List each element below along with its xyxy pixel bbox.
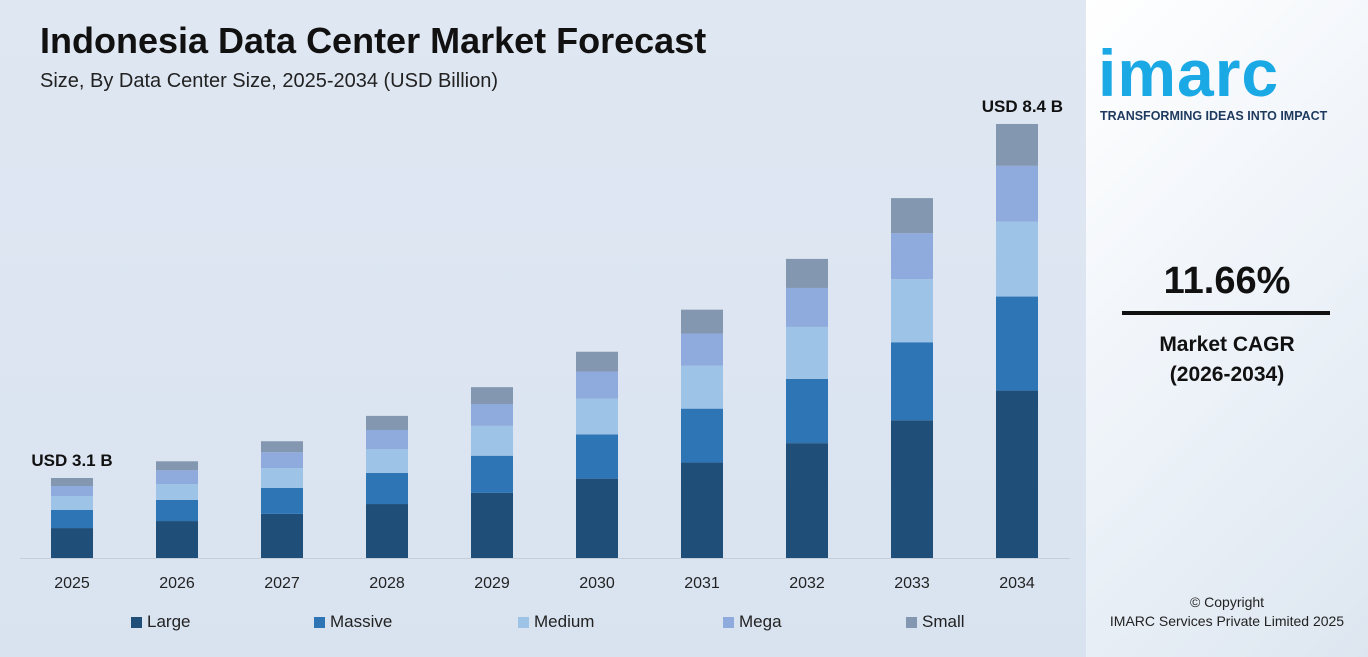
bar-large-2032 [786,443,828,558]
legend-swatch [723,616,734,628]
x-tick-label: 2026 [159,575,195,592]
bar-large-2028 [366,504,408,558]
bar-large-2027 [261,513,303,558]
bar-medium-2027 [261,468,303,488]
bar-mega-2030 [576,371,618,399]
bar-medium-2025 [51,496,93,510]
bar-large-2029 [471,492,513,558]
bar-massive-2034 [996,296,1038,391]
bar-small-2025 [51,478,93,486]
bar-mega-2028 [366,429,408,450]
bar-small-2027 [261,441,303,453]
legend-swatch [314,616,325,628]
x-tick-label: 2032 [789,575,825,592]
x-tick-label: 2029 [474,575,510,592]
bar-small-2034 [996,123,1038,166]
bar-mega-2034 [996,165,1038,222]
divider [1122,311,1330,315]
x-tick-label: 2033 [894,575,930,592]
bar-small-2032 [786,258,828,288]
bar-small-2031 [681,309,723,334]
bar-small-2026 [156,461,198,471]
bar-mega-2026 [156,470,198,485]
bar-medium-2026 [156,484,198,500]
legend-swatch [518,616,529,628]
legend-swatch [131,616,142,628]
bar-large-2030 [576,478,618,558]
legend-label: Medium [534,612,595,631]
legend-item-small: Small [906,612,965,632]
bar-small-2030 [576,351,618,372]
bar-massive-2025 [51,510,93,529]
bar-mega-2025 [51,486,93,497]
cagr-value: 11.66% [1163,260,1291,302]
bar-medium-2032 [786,326,828,379]
bar-medium-2030 [576,398,618,435]
bar-medium-2034 [996,221,1038,297]
total-label-2034: USD 8.4 B [982,97,1063,116]
bar-small-2033 [891,198,933,234]
legend-swatch [906,616,917,628]
legend-label: Mega [739,612,782,631]
bar-small-2029 [471,387,513,405]
bar-mega-2033 [891,233,933,280]
bar-mega-2029 [471,404,513,426]
chart-title: Indonesia Data Center Market Forecast [40,20,707,61]
bar-massive-2027 [261,487,303,514]
legend: Large Massive Medium Mega Small [0,612,1086,634]
copyright-line2: IMARC Services Private Limited 2025 [1109,613,1345,629]
bar-massive-2028 [366,473,408,505]
x-tick-label: 2027 [264,575,300,592]
x-tick-label: 2028 [369,575,405,592]
bar-massive-2032 [786,378,828,444]
info-panel [1086,0,1368,657]
x-tick-label: 2030 [579,575,615,592]
x-tick-label: 2031 [684,575,720,592]
brand-tagline: TRANSFORMING IDEAS INTO IMPACT [1100,109,1328,123]
x-tick-label: 2025 [54,575,90,592]
bar-mega-2027 [261,452,303,469]
legend-item-mega: Mega [723,612,782,632]
bar-mega-2031 [681,333,723,366]
bar-massive-2031 [681,408,723,463]
legend-label: Massive [330,612,393,631]
cagr-label: Market CAGR (2026-2034) [1086,330,1368,390]
legend-item-medium: Medium [518,612,594,632]
stacked-bar-chart: 2025 2026 2027 2028 2029 2030 2031 2032 2033 2034… [20,97,1070,592]
x-tick-label: 2034 [999,575,1035,592]
bar-massive-2033 [891,342,933,421]
bar-large-2026 [156,521,198,558]
bar-medium-2029 [471,425,513,456]
imarc-logo: imarc [1098,36,1280,110]
legend-label: Large [147,612,191,631]
total-label-2025: USD 3.1 B [31,451,112,470]
chart-subtitle: Size, By Data Center Size, 2025-2034 (US… [40,70,498,92]
bar-medium-2031 [681,365,723,409]
bar-massive-2026 [156,499,198,522]
legend-label: Small [922,612,965,631]
bar-mega-2032 [786,287,828,327]
copyright-line1: © Copyright [1189,594,1265,610]
cagr-label-text: Market CAGR [1159,333,1295,356]
bar-massive-2030 [576,434,618,479]
cagr-period: (2026-2034) [1169,363,1285,386]
bar-medium-2028 [366,449,408,474]
bar-massive-2029 [471,455,513,493]
bar-medium-2033 [891,279,933,343]
bar-large-2025 [51,528,93,558]
bar-large-2033 [891,420,933,558]
legend-item-large: Large [131,612,190,632]
bar-small-2028 [366,415,408,430]
copyright: © Copyright IMARC Services Private Limite… [1086,593,1368,631]
legend-item-massive: Massive [314,612,392,632]
bar-large-2034 [996,390,1038,558]
bar-large-2031 [681,462,723,558]
